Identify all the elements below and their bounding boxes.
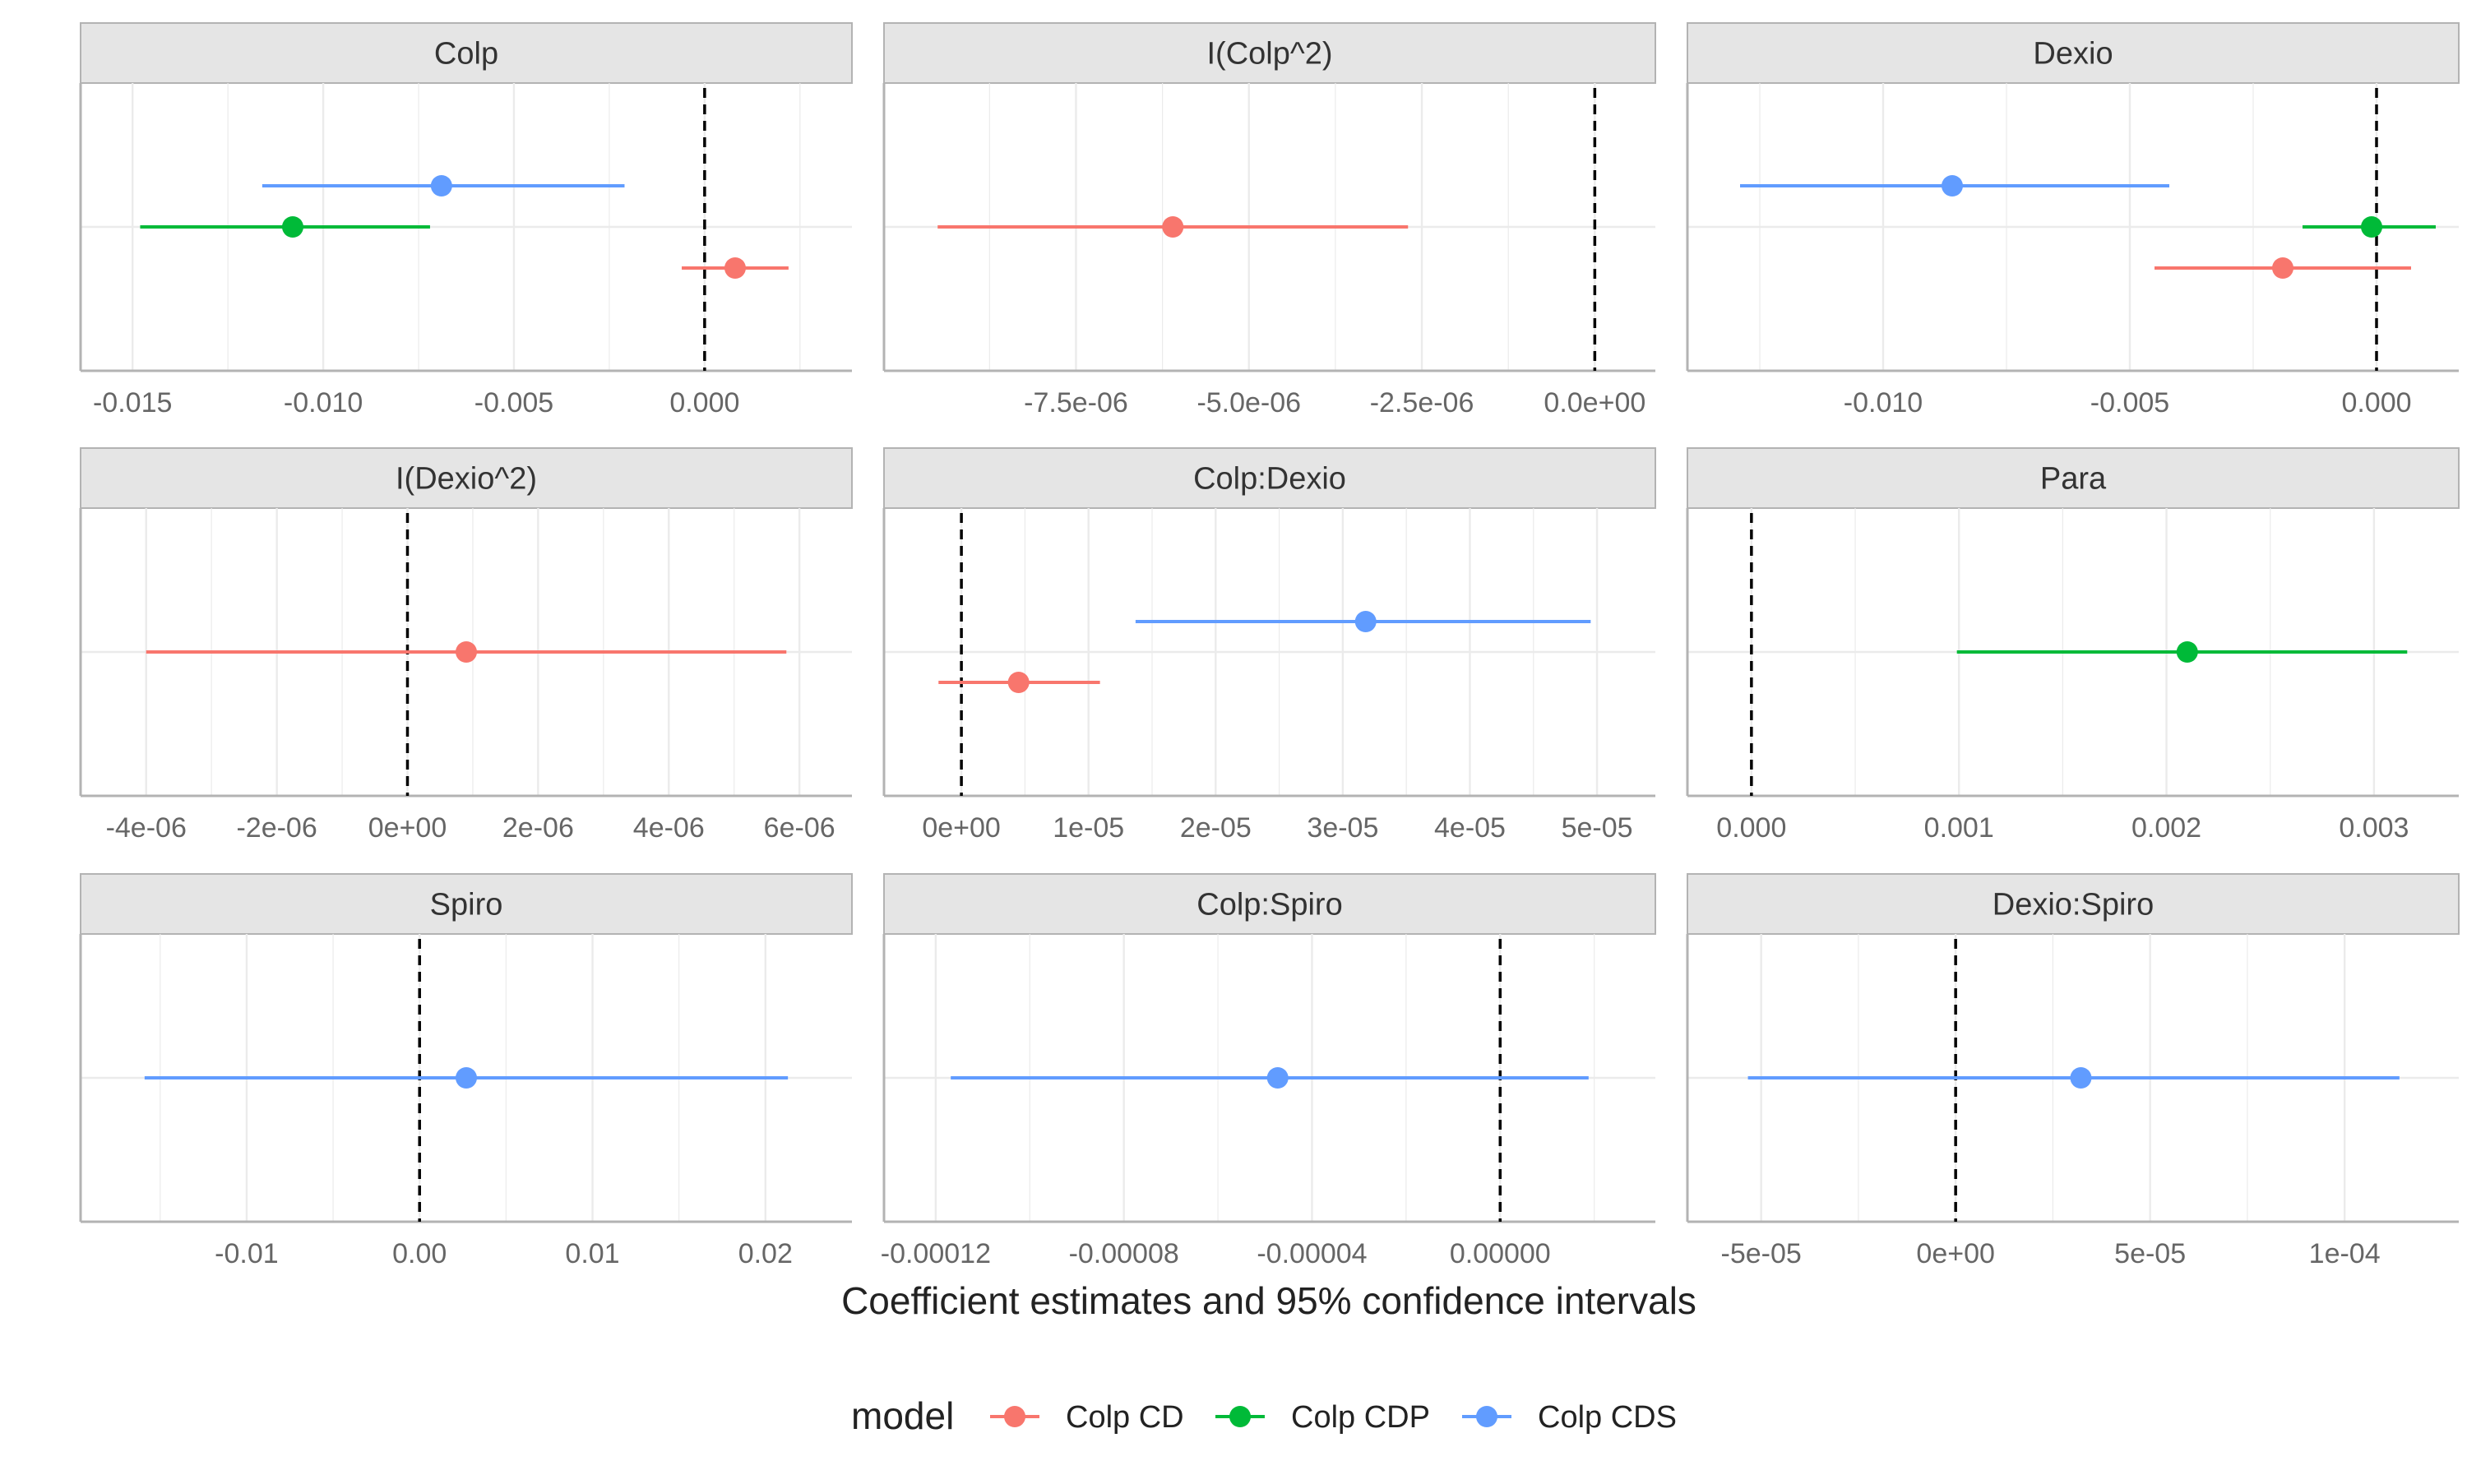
facet-panel: Colp:Dexio 0e+00 1e-05 2e-05 3e-05 4e-05 5e-05 xyxy=(882,447,1656,844)
x-tick-label: -0.00008 xyxy=(1069,1238,1179,1269)
legend: model Colp CD Colp CDP Colp CDS xyxy=(851,1394,1677,1437)
x-tick-label: 0.000 xyxy=(2341,387,2411,418)
legend-label: Colp CD xyxy=(1066,1400,1184,1435)
point-estimate xyxy=(281,216,303,238)
x-tick-label: 0.01 xyxy=(565,1238,619,1269)
point-estimate xyxy=(1942,175,1963,196)
facet-strip xyxy=(80,873,853,935)
x-tick-label: -5e-05 xyxy=(1721,1238,1802,1269)
facet-strip xyxy=(80,22,853,84)
x-tick-label: -2.5e-06 xyxy=(1370,387,1474,418)
legend-key-point xyxy=(1004,1406,1025,1427)
facet-panel: Dexio -0.010 -0.005 0.000 xyxy=(1686,22,2460,418)
x-tick-label: -0.010 xyxy=(1844,387,1923,418)
x-tick-label: 0.001 xyxy=(1924,812,1994,844)
x-tick-label: 0.00000 xyxy=(1450,1238,1551,1269)
x-tick-label: 1e-04 xyxy=(2309,1238,2381,1269)
facets-layer: Colp -0.015 -0.010 -0.005 0.000 I(Colp^2) -7.5… xyxy=(79,22,2460,1269)
point-estimate xyxy=(2272,257,2293,279)
point-estimate xyxy=(1162,216,1184,238)
point-estimate xyxy=(430,175,452,196)
x-tick-label: 0e+00 xyxy=(1916,1238,1995,1269)
x-tick-label: -0.005 xyxy=(2090,387,2169,418)
x-tick-label: 1e-05 xyxy=(1053,812,1124,844)
x-tick-label: -0.015 xyxy=(93,387,172,418)
x-tick-label: 0.0e+00 xyxy=(1544,387,1645,418)
x-tick-label: 0e+00 xyxy=(368,812,447,844)
x-tick-label: -7.5e-06 xyxy=(1024,387,1128,418)
facet-strip xyxy=(883,22,1656,84)
x-tick-label: 2e-05 xyxy=(1180,812,1252,844)
facet-panel: Colp:Spiro -0.00012 -0.00008 -0.00004 0.0000… xyxy=(881,873,1656,1269)
facet-panel: I(Dexio^2) -4e-06 -2e-06 0e+00 2e-06 4e-06 6e-… xyxy=(79,447,853,844)
facet-strip xyxy=(80,447,853,509)
legend-title: model xyxy=(851,1394,954,1437)
point-estimate xyxy=(724,257,746,279)
x-tick-label: 0.000 xyxy=(1716,812,1786,844)
facet-strip xyxy=(883,873,1656,935)
point-estimate xyxy=(2070,1067,2092,1089)
x-tick-label: -0.005 xyxy=(474,387,553,418)
legend-item: Colp CD xyxy=(990,1400,1184,1435)
facet-title: Colp xyxy=(434,37,498,72)
x-tick-label: 2e-06 xyxy=(502,812,574,844)
legend-key-point xyxy=(1476,1406,1497,1427)
x-tick-label: -0.00012 xyxy=(881,1238,991,1269)
facet-strip xyxy=(883,447,1656,509)
facet-panel: Spiro -0.01 0.00 0.01 0.02 xyxy=(79,873,853,1269)
x-tick-label: -0.01 xyxy=(215,1238,279,1269)
facet-title: I(Colp^2) xyxy=(1207,37,1333,72)
point-estimate xyxy=(456,1067,477,1089)
legend-label: Colp CDP xyxy=(1291,1400,1430,1435)
legend-item: Colp CDP xyxy=(1215,1400,1430,1435)
x-tick-label: -4e-06 xyxy=(106,812,187,844)
facet-title: Colp:Dexio xyxy=(1193,462,1346,497)
x-tick-label: 4e-06 xyxy=(633,812,705,844)
facet-panel: Para 0.000 0.001 0.002 0.003 xyxy=(1686,447,2460,844)
point-estimate xyxy=(1266,1067,1289,1089)
x-tick-label: -5.0e-06 xyxy=(1196,387,1301,418)
point-estimate xyxy=(2361,216,2382,238)
facet-panel: Colp -0.015 -0.010 -0.005 0.000 xyxy=(79,22,853,418)
x-tick-label: -2e-06 xyxy=(236,812,317,844)
facet-strip xyxy=(1687,447,2460,509)
facet-title: Spiro xyxy=(430,888,503,922)
x-tick-label: 3e-05 xyxy=(1307,812,1378,844)
facet-strip xyxy=(1687,873,2460,935)
x-tick-label: 5e-05 xyxy=(2114,1238,2186,1269)
facet-title: Dexio:Spiro xyxy=(1993,888,2154,922)
legend-item: Colp CDS xyxy=(1462,1400,1677,1435)
facet-panel: Dexio:Spiro -5e-05 0e+00 5e-05 1e-04 xyxy=(1686,873,2460,1269)
x-tick-label: 0.000 xyxy=(669,387,739,418)
x-tick-label: 6e-06 xyxy=(764,812,835,844)
x-tick-label: 5e-05 xyxy=(1562,812,1633,844)
facet-title: Para xyxy=(2040,462,2107,497)
legend-label: Colp CDS xyxy=(1538,1400,1677,1435)
x-tick-label: 0.003 xyxy=(2339,812,2409,844)
x-tick-label: 0.00 xyxy=(392,1238,447,1269)
x-tick-label: -0.00004 xyxy=(1257,1238,1367,1269)
facet-title: I(Dexio^2) xyxy=(396,462,537,497)
x-axis-label: Coefficient estimates and 95% confidence… xyxy=(841,1279,1696,1322)
x-tick-label: -0.010 xyxy=(284,387,363,418)
x-tick-label: 0.02 xyxy=(738,1238,793,1269)
legend-key-point xyxy=(1229,1406,1251,1427)
facet-title: Colp:Spiro xyxy=(1196,888,1342,922)
point-estimate xyxy=(456,641,477,663)
x-tick-label: 0.002 xyxy=(2131,812,2201,844)
point-estimate xyxy=(1354,611,1377,632)
x-tick-label: 4e-05 xyxy=(1434,812,1506,844)
point-estimate xyxy=(1007,672,1030,693)
x-tick-label: 0e+00 xyxy=(922,812,1001,844)
facet-strip xyxy=(1687,22,2460,84)
facet-panel: I(Colp^2) -7.5e-06 -5.0e-06 -2.5e-06 0.0e+00 xyxy=(882,22,1656,418)
facet-title: Dexio xyxy=(2033,37,2113,72)
point-estimate xyxy=(2176,641,2198,663)
